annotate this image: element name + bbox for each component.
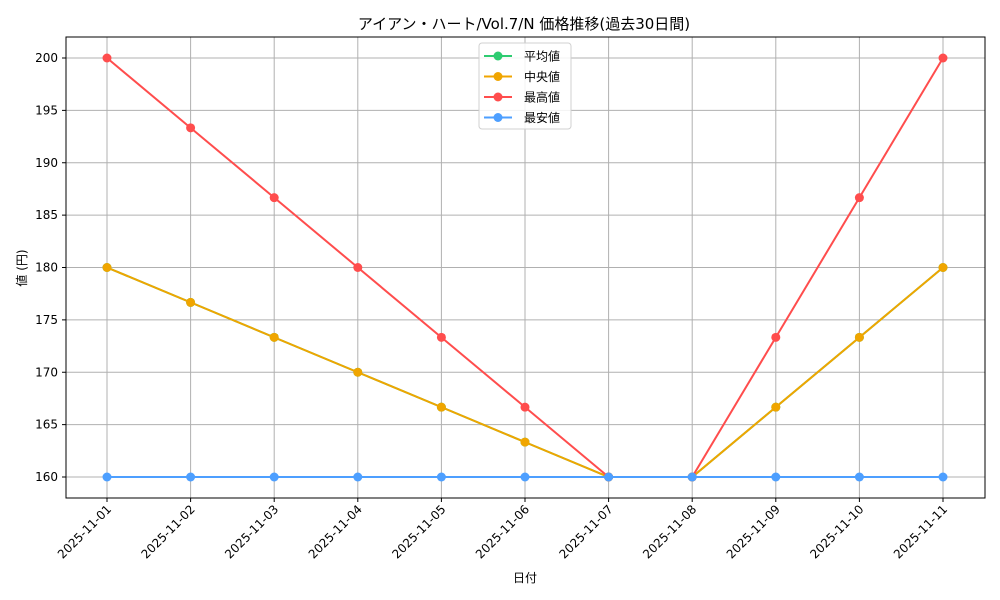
data-point: [186, 123, 196, 133]
legend-marker: [493, 72, 503, 81]
x-axis-label: 日付: [513, 571, 537, 585]
x-axis-ticks: 2025-11-01 2025-11-02 2025-11-03 2025-11-04…: [55, 498, 950, 561]
data-point: [604, 472, 614, 482]
data-point: [687, 472, 697, 482]
data-point: [436, 332, 446, 342]
y-tick-label: 180: [35, 261, 58, 275]
data-point: [102, 263, 112, 272]
data-point: [353, 263, 363, 272]
legend-marker: [493, 113, 503, 122]
data-point: [771, 472, 781, 482]
data-point: [269, 332, 279, 342]
legend-label: 最高値: [524, 90, 560, 105]
data-point: [854, 193, 864, 203]
y-tick-label: 175: [35, 313, 58, 327]
x-tick-label: 2025-11-08: [640, 502, 699, 561]
y-tick-label: 200: [35, 51, 58, 65]
x-tick-label: 2025-11-02: [139, 502, 198, 561]
legend-label: 平均値: [524, 49, 560, 64]
x-tick-label: 2025-11-01: [55, 502, 114, 561]
data-point: [854, 332, 864, 342]
data-point: [269, 472, 279, 482]
x-tick-label: 2025-11-06: [473, 502, 532, 561]
y-tick-label: 165: [35, 418, 58, 432]
x-tick-label: 2025-11-03: [222, 502, 281, 561]
data-point: [102, 53, 112, 63]
x-tick-label: 2025-11-04: [306, 502, 365, 561]
data-point: [520, 472, 530, 482]
y-tick-label: 160: [35, 470, 58, 484]
data-point: [353, 472, 363, 482]
data-point: [854, 472, 864, 482]
data-point: [186, 297, 196, 307]
data-point: [938, 53, 948, 63]
x-tick-label: 2025-11-09: [724, 502, 783, 561]
data-point: [938, 472, 948, 482]
x-tick-label: 2025-11-10: [807, 502, 866, 561]
y-axis-label: 値 (円): [14, 249, 29, 286]
series-lines: [102, 53, 948, 482]
chart-title: アイアン・ハート/Vol.7/N 価格推移(過去30日間): [358, 15, 690, 33]
data-point: [436, 472, 446, 482]
legend-marker: [493, 92, 503, 102]
y-axis-ticks: 160 165 170 175 180 185 190 195 200: [35, 51, 66, 484]
y-tick-label: 170: [35, 365, 58, 379]
x-tick-label: 2025-11-05: [389, 502, 448, 561]
x-tick-label: 2025-11-11: [891, 502, 950, 561]
y-tick-label: 190: [35, 156, 58, 170]
y-tick-label: 185: [35, 208, 58, 222]
data-point: [186, 472, 196, 482]
data-point: [436, 402, 446, 412]
data-point: [353, 367, 363, 377]
data-point: [771, 332, 781, 342]
legend-label: 最安値: [524, 110, 560, 125]
data-point: [269, 193, 279, 203]
x-tick-label: 2025-11-07: [557, 502, 616, 561]
legend-box: [478, 42, 572, 130]
legend-marker: [493, 51, 503, 61]
data-point: [520, 437, 530, 447]
legend-label: 中央値: [524, 69, 560, 84]
data-point: [771, 402, 781, 412]
y-tick-label: 195: [35, 103, 58, 117]
data-point: [102, 472, 112, 482]
data-point: [520, 402, 530, 412]
data-point: [938, 263, 948, 272]
